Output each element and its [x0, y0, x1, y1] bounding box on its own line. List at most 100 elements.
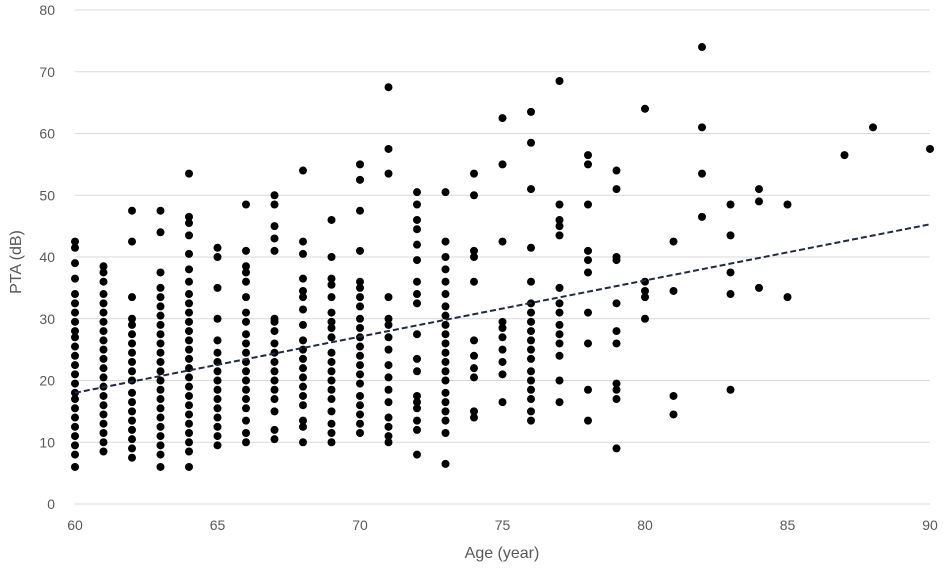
data-point: [584, 200, 592, 209]
data-point: [99, 447, 108, 456]
y-axis-title: PTA (dB): [8, 230, 25, 294]
y-tick-label: 60: [39, 126, 55, 142]
data-point: [270, 200, 279, 209]
data-point: [99, 373, 108, 382]
data-point: [498, 333, 507, 342]
data-point: [584, 160, 592, 169]
data-point: [213, 432, 222, 441]
data-point: [413, 277, 421, 286]
data-point: [669, 410, 678, 419]
data-point: [299, 438, 307, 447]
data-point: [413, 215, 421, 224]
data-point: [527, 385, 535, 394]
data-point: [498, 324, 507, 333]
data-point: [384, 432, 393, 441]
data-point: [869, 123, 877, 132]
data-point: [299, 401, 307, 410]
data-point: [242, 376, 250, 385]
data-point: [356, 361, 364, 370]
trendline: [74, 223, 931, 394]
data-point: [612, 379, 621, 388]
data-point: [299, 237, 307, 246]
data-point: [156, 450, 165, 459]
data-point: [128, 425, 136, 434]
y-tick-label: 70: [39, 64, 55, 80]
data-point: [299, 286, 307, 295]
data-point: [99, 391, 108, 400]
data-point: [71, 404, 79, 413]
data-point: [327, 293, 336, 302]
data-point: [242, 308, 250, 317]
data-point: [156, 413, 165, 422]
data-point: [441, 253, 450, 261]
data-point: [555, 308, 564, 317]
data-point: [99, 299, 108, 308]
data-point: [299, 373, 307, 382]
data-point: [641, 277, 649, 286]
data-point: [470, 277, 478, 286]
data-point: [99, 290, 108, 299]
data-point: [242, 277, 250, 286]
data-point: [356, 293, 364, 302]
data-point: [498, 160, 507, 169]
data-point: [726, 385, 735, 394]
data-point: [156, 228, 165, 237]
data-point: [156, 268, 165, 277]
data-point: [555, 77, 564, 86]
data-point: [783, 200, 792, 209]
data-point: [299, 382, 307, 391]
data-point: [270, 234, 279, 243]
y-tick-label: 50: [39, 187, 55, 203]
data-point: [185, 219, 193, 228]
data-point: [213, 243, 222, 252]
y-tick-labels: 0 10 20 30 40 50 60 70 80: [39, 2, 55, 512]
data-point: [99, 364, 108, 373]
data-point: [441, 428, 450, 437]
data-point: [327, 357, 336, 366]
y-tick-label: 20: [39, 373, 55, 389]
data-point: [128, 237, 136, 246]
data-point: [584, 246, 592, 255]
data-point: [156, 385, 165, 394]
data-point: [384, 422, 393, 431]
data-point: [584, 385, 592, 394]
data-point: [641, 314, 649, 323]
data-point: [128, 407, 136, 416]
data-point: [185, 249, 193, 258]
data-point: [213, 413, 222, 422]
data-point: [185, 308, 193, 317]
data-point: [185, 212, 193, 221]
data-point: [156, 311, 165, 320]
data-point: [299, 336, 307, 345]
data-point: [527, 317, 535, 326]
data-point: [156, 320, 165, 329]
data-point: [384, 83, 393, 92]
data-point: [71, 259, 79, 268]
data-point: [555, 320, 564, 329]
data-point: [926, 144, 934, 153]
data-point: [470, 253, 478, 261]
data-point: [498, 357, 507, 366]
data-point: [384, 373, 393, 382]
data-point: [99, 428, 108, 437]
data-point: [470, 373, 478, 382]
data-point: [527, 185, 535, 194]
data-point: [470, 246, 478, 255]
data-point: [384, 413, 393, 422]
data-point: [270, 357, 279, 366]
data-point: [441, 348, 450, 357]
x-tick-labels: 60 65 70 75 80 85 90: [67, 517, 938, 533]
data-point: [185, 410, 193, 419]
trendline-group: [74, 223, 931, 394]
data-point: [527, 277, 535, 286]
data-point: [242, 317, 250, 326]
data-point: [270, 407, 279, 416]
data-point: [384, 385, 393, 394]
data-point: [185, 447, 193, 456]
data-point: [356, 419, 364, 428]
data-point: [327, 324, 336, 333]
data-point: [213, 395, 222, 404]
data-point: [441, 311, 450, 320]
data-point: [128, 357, 136, 366]
data-point: [242, 200, 250, 209]
